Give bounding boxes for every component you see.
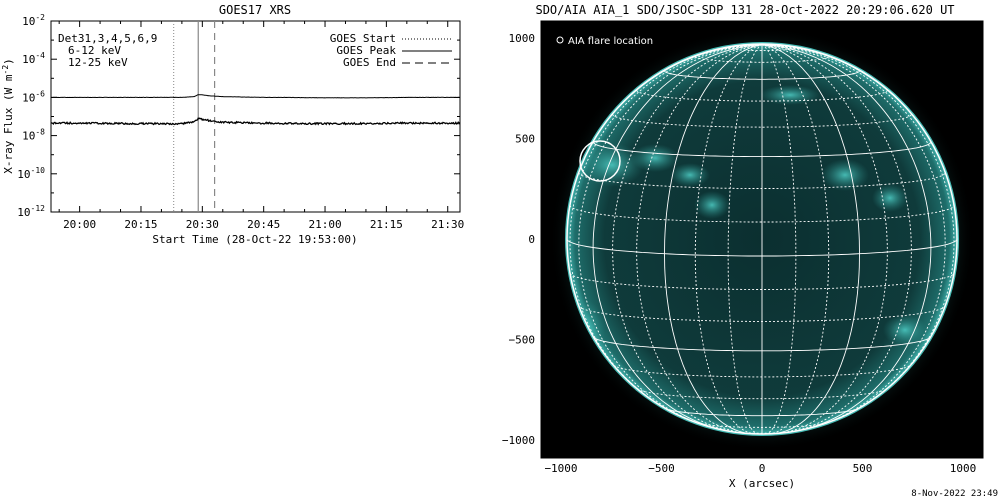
goes-x-axis: 20:00 20:15 20:30 20:45 21:00 21:15 21:30 bbox=[58, 21, 464, 231]
active-region bbox=[670, 163, 710, 187]
x-tick-label: 21:15 bbox=[370, 218, 403, 231]
y-tick-label: 10-4 bbox=[22, 51, 45, 66]
longitude-line bbox=[664, 44, 763, 434]
aia-x-tick-label: 1000 bbox=[950, 462, 977, 475]
aia-x-tick-label: 0 bbox=[759, 462, 766, 475]
longitude-line bbox=[761, 44, 932, 433]
active-region bbox=[760, 85, 820, 105]
active-region bbox=[821, 159, 869, 191]
goes-x-label: Start Time (28-Oct-22 19:53:00) bbox=[152, 233, 357, 246]
x-tick-label: 20:30 bbox=[186, 218, 219, 231]
aia-x-tick-label: 500 bbox=[853, 462, 873, 475]
aia-title: SDO/AIA AIA_1 SDO/JSOC-SDP 131 28-Oct-20… bbox=[535, 3, 954, 17]
longitude-line bbox=[761, 44, 946, 428]
x-tick-label: 21:30 bbox=[431, 218, 464, 231]
legend-goes-start: GOES Start bbox=[330, 32, 396, 45]
limb-outline bbox=[566, 43, 958, 435]
flux-series-1 bbox=[51, 117, 460, 126]
y-tick-label: 10-12 bbox=[17, 204, 45, 219]
aia-y-tick-label: 500 bbox=[515, 133, 535, 146]
longitude-line bbox=[578, 44, 763, 428]
aia-image: AIA flare location bbox=[541, 21, 983, 458]
footer-timestamp: 8-Nov-2022 23:49 bbox=[911, 489, 998, 499]
y-tick-label: 10-6 bbox=[22, 89, 45, 104]
x-tick-label: 20:00 bbox=[63, 218, 96, 231]
active-region bbox=[883, 314, 927, 346]
active-region bbox=[694, 191, 730, 219]
legend-goes-peak: GOES Peak bbox=[336, 44, 396, 57]
y-tick-label: 10-2 bbox=[22, 13, 45, 28]
detectors-label: Det31,3,4,5,6,9 bbox=[58, 32, 157, 45]
longitude-line bbox=[761, 44, 955, 413]
goes-y-label: X-ray Flux (W m-2) bbox=[1, 58, 15, 174]
aia-x-tick-label: −500 bbox=[648, 462, 675, 475]
flare-legend-label: AIA flare location bbox=[568, 36, 653, 47]
longitude-line bbox=[761, 44, 912, 434]
longitude-line bbox=[761, 44, 797, 434]
longitude-line bbox=[761, 44, 830, 434]
band-label-12-25: 12-25 keV bbox=[68, 56, 128, 69]
aia-y-tick-label: −1000 bbox=[502, 434, 535, 447]
goes-title: GOES17 XRS bbox=[219, 3, 291, 17]
y-tick-label: 10-8 bbox=[22, 128, 45, 143]
goes-legend: GOES Start GOES Peak GOES End bbox=[330, 32, 452, 69]
goes-y-axis: 10-2 10-4 10-6 10-8 10-10 10-12 bbox=[17, 13, 460, 219]
flare-location-marker bbox=[579, 140, 621, 182]
y-tick-label: 10-10 bbox=[17, 166, 45, 181]
active-region bbox=[631, 144, 679, 172]
active-region bbox=[872, 184, 908, 212]
heliographic-grid bbox=[567, 44, 957, 434]
aia-axes: −1000 −500 0 500 1000 1000 500 0 −500 −1000 bbox=[502, 21, 983, 475]
longitude-line bbox=[761, 44, 860, 434]
flare-legend-symbol bbox=[556, 36, 564, 44]
longitude-line bbox=[569, 44, 763, 413]
x-tick-label: 20:45 bbox=[247, 218, 280, 231]
x-tick-label: 20:15 bbox=[124, 218, 157, 231]
aia-y-tick-label: 0 bbox=[528, 233, 535, 246]
longitude-line bbox=[694, 44, 763, 434]
active-region bbox=[580, 143, 644, 187]
band-label-6-12: 6-12 keV bbox=[68, 44, 121, 57]
aia-y-tick-label: 1000 bbox=[509, 32, 536, 45]
legend-goes-end: GOES End bbox=[343, 56, 396, 69]
aia-x-tick-label: −1000 bbox=[544, 462, 577, 475]
x-tick-label: 21:00 bbox=[308, 218, 341, 231]
aia-y-tick-label: −500 bbox=[509, 334, 536, 347]
aia-x-label: X (arcsec) bbox=[729, 477, 795, 490]
goes-series bbox=[51, 94, 460, 126]
flux-series-0 bbox=[51, 94, 460, 99]
goes-event-lines bbox=[173, 21, 216, 212]
longitude-line bbox=[612, 44, 763, 434]
longitude-line bbox=[592, 44, 763, 433]
longitude-line bbox=[727, 44, 763, 434]
